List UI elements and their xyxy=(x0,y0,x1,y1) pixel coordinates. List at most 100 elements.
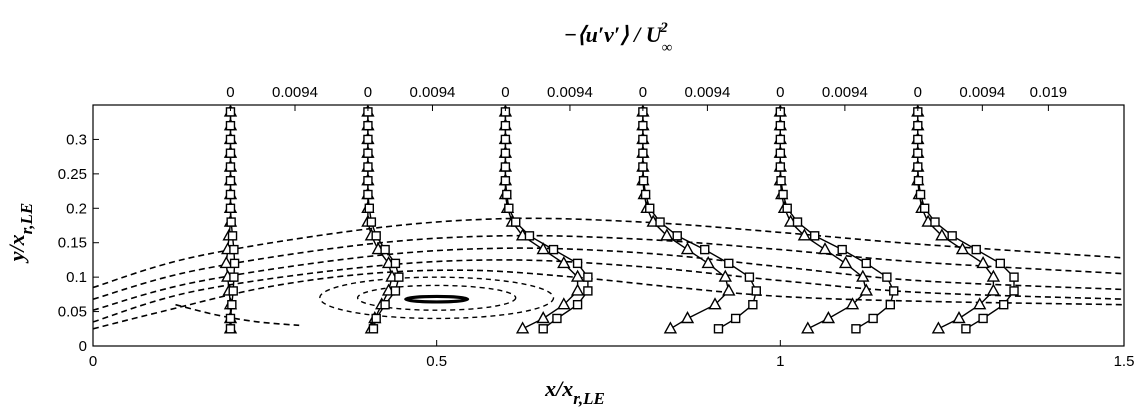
square-marker xyxy=(861,258,871,269)
triangle-marker xyxy=(986,269,1001,282)
square-marker xyxy=(538,324,548,334)
triangle-marker xyxy=(845,297,860,310)
square-marker xyxy=(700,244,710,255)
y-tick-label: 0.2 xyxy=(66,200,87,217)
square-marker xyxy=(638,176,649,186)
square-marker xyxy=(572,299,583,310)
triangle-marker xyxy=(570,283,585,296)
square-marker xyxy=(782,203,792,213)
x-axis-title: x/xr,LE xyxy=(544,376,605,408)
square-marker xyxy=(961,324,971,334)
triangle-marker xyxy=(976,255,990,269)
profile-group xyxy=(773,104,899,334)
solid-contour-core xyxy=(404,294,470,304)
square-marker xyxy=(672,231,682,241)
square-marker xyxy=(1009,286,1019,296)
top-tick-label: 0 xyxy=(776,84,784,101)
square-marker xyxy=(500,148,511,158)
triangle-marker xyxy=(952,311,966,324)
square-marker xyxy=(225,189,236,200)
y-tick-label: 0 xyxy=(79,338,87,355)
square-marker xyxy=(225,134,236,145)
square-marker xyxy=(363,189,373,200)
square-marker xyxy=(638,148,648,158)
square-marker xyxy=(390,258,401,269)
top-axis-title: −⟨u′v′⟩ / U∞2 xyxy=(564,20,673,56)
triangle-marker xyxy=(660,228,674,241)
square-marker xyxy=(363,148,373,158)
square-marker xyxy=(930,217,940,227)
square-marker xyxy=(504,203,514,213)
square-marker xyxy=(363,120,373,131)
square-marker xyxy=(913,134,923,145)
square-marker xyxy=(511,217,521,227)
x-axis: 0 0.5 1 1.5 xyxy=(89,340,1135,370)
dashed-contour-line xyxy=(93,259,1124,323)
triangle-marker xyxy=(708,297,722,310)
square-marker xyxy=(882,272,892,282)
dashed-contour-loop xyxy=(356,284,517,311)
square-marker xyxy=(583,272,593,282)
square-marker xyxy=(380,244,390,255)
square-marker xyxy=(947,231,957,241)
square-marker xyxy=(371,231,381,241)
x-tick-label: 0 xyxy=(89,353,97,370)
square-marker xyxy=(390,286,401,296)
triangle-marker xyxy=(838,255,853,269)
triangle-marker xyxy=(680,311,695,324)
square-marker xyxy=(638,162,648,172)
square-marker xyxy=(837,244,847,255)
square-marker xyxy=(792,217,803,227)
square-marker xyxy=(229,258,240,269)
triangle-marker xyxy=(570,269,585,282)
top-tick-label: 0.0094 xyxy=(410,84,456,101)
square-marker xyxy=(713,324,724,334)
square-marker xyxy=(775,120,786,131)
square-marker xyxy=(363,162,373,172)
square-marker xyxy=(889,286,899,296)
square-marker xyxy=(500,176,511,186)
square-marker xyxy=(500,162,511,172)
square-marker xyxy=(999,299,1009,310)
square-marker xyxy=(919,203,930,213)
y-axis: 0 0.05 0.1 0.15 0.2 0.25 0.3 xyxy=(58,131,99,355)
y-tick-label: 0.15 xyxy=(58,235,87,252)
square-marker xyxy=(913,176,924,186)
top-tick-label: 0.019 xyxy=(1030,84,1068,101)
x-tick-label: 1.5 xyxy=(1114,353,1135,370)
triangle-marker xyxy=(680,242,695,255)
square-marker xyxy=(227,231,238,241)
triangle-marker xyxy=(818,242,832,255)
square-marker xyxy=(366,217,377,227)
square-marker xyxy=(500,120,511,131)
top-tick-label: 0 xyxy=(364,84,372,101)
square-marker xyxy=(913,120,923,131)
triangle-marker xyxy=(986,283,1001,296)
top-tick-label: 0 xyxy=(226,84,234,101)
y-tick-label: 0.3 xyxy=(66,131,87,148)
square-marker xyxy=(502,189,512,200)
top-tick-label: 0.0094 xyxy=(272,84,318,101)
square-marker xyxy=(724,258,734,269)
top-tick-label: 0 xyxy=(501,84,509,101)
square-marker xyxy=(995,258,1005,269)
triangle-marker xyxy=(701,255,715,269)
square-marker xyxy=(225,313,236,324)
square-marker xyxy=(227,299,237,310)
profile-group xyxy=(498,104,593,334)
triangle-marker xyxy=(536,242,550,255)
triangle-marker xyxy=(973,297,987,310)
y-tick-label: 0.25 xyxy=(58,166,87,183)
square-marker xyxy=(572,258,583,269)
profile-group xyxy=(219,104,240,334)
square-marker xyxy=(744,272,755,282)
triangle-marker xyxy=(821,311,836,324)
square-marker xyxy=(810,231,820,241)
triangle-marker xyxy=(536,311,550,324)
triangle-marker xyxy=(935,228,949,241)
dashed-contour-line xyxy=(93,247,1124,311)
square-marker xyxy=(913,148,923,158)
triangle-marker xyxy=(722,283,736,296)
square-marker xyxy=(368,324,379,334)
square-marker xyxy=(548,244,559,255)
